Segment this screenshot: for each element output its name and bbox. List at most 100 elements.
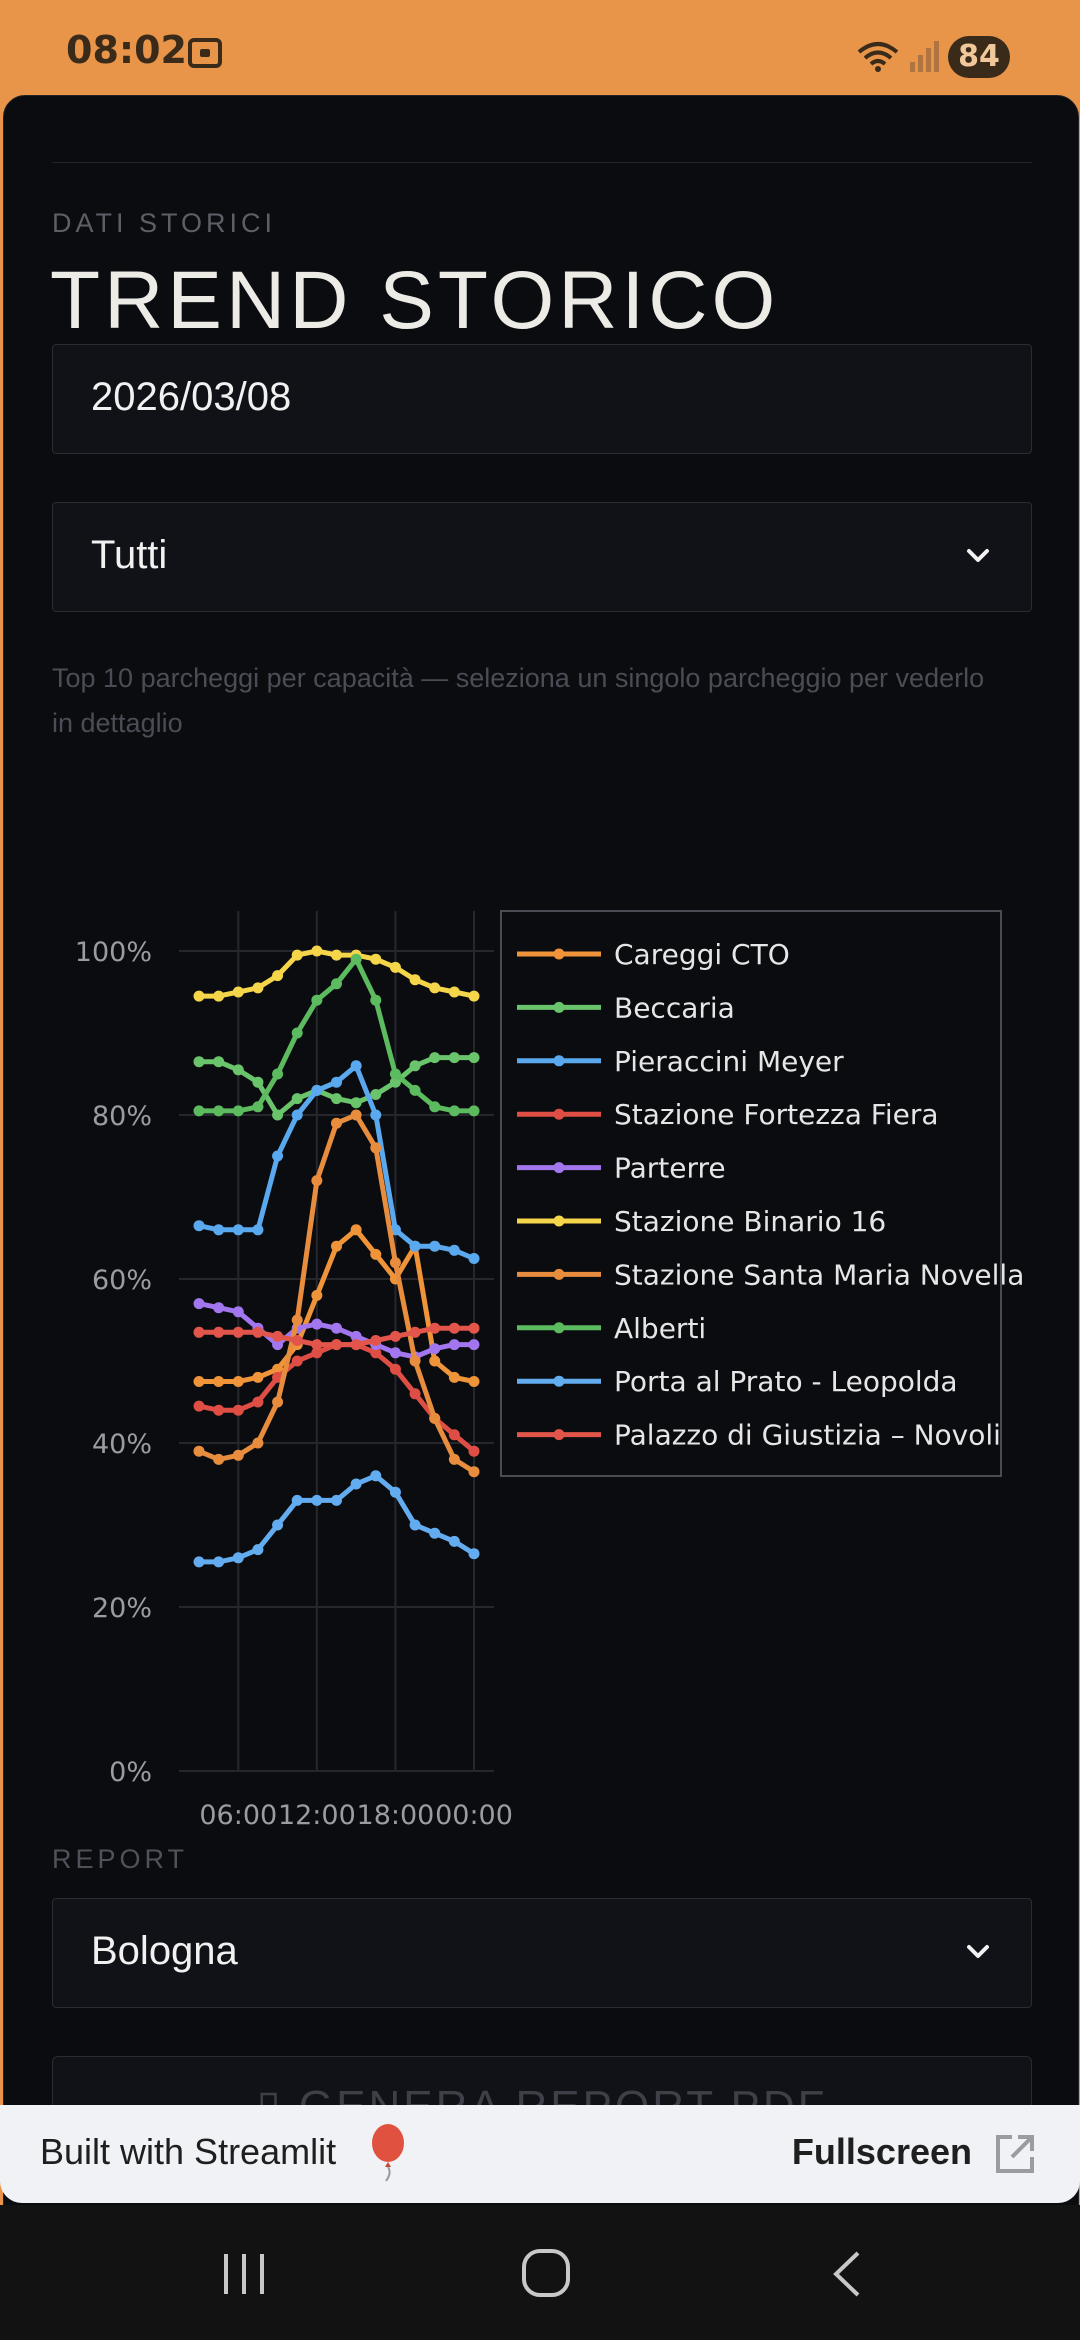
data-point <box>429 1527 441 1539</box>
legend-marker <box>553 948 565 960</box>
data-point <box>252 1326 264 1338</box>
data-point <box>291 1027 303 1039</box>
data-point <box>448 1535 460 1547</box>
data-point <box>331 978 342 990</box>
data-point <box>331 1322 342 1334</box>
data-point <box>252 1437 264 1449</box>
data-point <box>311 1347 323 1359</box>
data-point <box>370 1109 382 1121</box>
data-point <box>331 1117 342 1129</box>
data-point <box>232 986 244 998</box>
data-point <box>448 1339 460 1351</box>
data-point <box>232 1064 244 1076</box>
data-point <box>468 1253 480 1264</box>
data-point <box>429 1355 441 1367</box>
data-point <box>409 1084 421 1096</box>
data-point <box>311 1289 323 1301</box>
data-point <box>291 1335 303 1346</box>
data-point <box>468 1445 480 1457</box>
data-point <box>252 1396 264 1408</box>
data-point <box>409 1240 421 1252</box>
data-point <box>448 1105 460 1117</box>
data-point <box>213 1376 225 1387</box>
data-point <box>213 990 225 1002</box>
recent-apps-icon[interactable] <box>220 2250 270 2298</box>
y-tick-label: 40% <box>92 1429 152 1460</box>
data-point <box>409 1519 421 1531</box>
chart-hint: Top 10 parcheggi per capacità — selezion… <box>52 663 985 738</box>
page-title: TREND STORICO <box>50 255 780 346</box>
data-point <box>429 1343 441 1355</box>
date-input[interactable]: 2026/03/08 <box>52 344 1032 454</box>
data-point <box>331 1093 342 1105</box>
data-point <box>429 1101 441 1113</box>
data-point <box>252 982 264 994</box>
legend-marker <box>553 1055 565 1067</box>
legend-marker <box>553 1162 565 1174</box>
data-point <box>448 1244 460 1256</box>
legend-label: Porta al Prato - Leopolda <box>614 1365 958 1398</box>
data-point <box>232 1404 244 1416</box>
data-point <box>350 1224 362 1236</box>
data-point <box>213 1404 225 1416</box>
x-tick-label: 12:00 <box>278 1800 356 1831</box>
x-tick-label: 00:00 <box>435 1800 513 1831</box>
data-point <box>213 1302 225 1314</box>
data-point <box>370 994 382 1006</box>
data-point <box>193 1056 205 1068</box>
data-point <box>350 1060 362 1072</box>
data-point <box>331 1494 342 1506</box>
app-container: DATI STORICI TREND STORICO 2026/03/08 Tu… <box>3 95 1079 2207</box>
data-point <box>193 990 205 1002</box>
data-point <box>193 1326 205 1338</box>
legend-marker <box>553 1268 565 1280</box>
legend-marker <box>553 1429 565 1441</box>
data-point <box>448 1371 460 1383</box>
parking-select-value: Tutti <box>91 533 168 577</box>
system-nav-bar <box>0 2205 1080 2340</box>
data-point <box>468 1376 480 1387</box>
fullscreen-button[interactable]: Fullscreen <box>791 2131 972 2172</box>
screenshot-icon <box>188 38 222 68</box>
data-point <box>252 1544 264 1556</box>
legend-label: Palazzo di Giustizia – Novoli <box>614 1419 1001 1452</box>
built-with-link[interactable]: Built with Streamlit <box>40 2131 337 2172</box>
data-point <box>429 1412 441 1424</box>
data-point <box>331 1240 342 1252</box>
data-point <box>350 1097 362 1109</box>
trend-chart-svg: 0% 20% 40% 60% 80% 100% 06:00 12:00 18:00 00:00 Ca… <box>75 910 1024 1831</box>
status-bar: 08:02 84 <box>0 0 1080 95</box>
data-point <box>370 1089 382 1100</box>
external-link-icon[interactable] <box>992 2131 1038 2177</box>
data-point <box>389 1068 401 1080</box>
status-time: 08:02 <box>66 28 187 72</box>
data-point <box>272 1339 284 1351</box>
data-point <box>213 1056 225 1068</box>
x-tick-label: 18:00 <box>357 1800 435 1831</box>
y-tick-label: 80% <box>92 1101 152 1132</box>
data-point <box>409 1355 421 1367</box>
data-point <box>389 1257 401 1269</box>
data-point <box>232 1326 244 1338</box>
data-point <box>272 1109 284 1121</box>
data-point <box>350 1109 362 1121</box>
y-tick-label: 100% <box>75 937 152 968</box>
data-point <box>468 1105 480 1117</box>
series-line <box>199 1473 476 1565</box>
city-select[interactable]: Bologna <box>52 1898 1032 2008</box>
parking-select[interactable]: Tutti <box>52 502 1032 612</box>
data-point <box>389 1363 401 1375</box>
back-icon[interactable] <box>828 2249 868 2299</box>
data-point <box>370 1142 382 1154</box>
data-point <box>291 1494 303 1506</box>
data-point <box>429 1322 441 1334</box>
data-point <box>311 1339 323 1351</box>
data-point <box>468 1548 480 1560</box>
data-point <box>331 1076 342 1088</box>
data-point <box>389 1330 401 1342</box>
wifi-icon <box>857 42 899 72</box>
data-point <box>291 1355 303 1367</box>
data-point <box>272 1396 284 1408</box>
home-icon[interactable] <box>520 2247 572 2299</box>
data-point <box>272 1519 284 1531</box>
